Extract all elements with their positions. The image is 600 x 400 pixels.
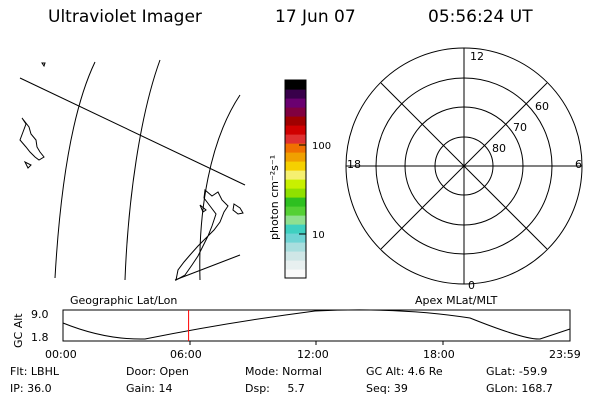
colorbar-swatch bbox=[285, 98, 306, 108]
graticule-line bbox=[19, 77, 246, 186]
glat-info: GLat: -59.9 bbox=[486, 365, 548, 378]
geographic-map bbox=[19, 59, 246, 281]
colorbar-unit-label: photon cm⁻²s⁻¹ bbox=[268, 155, 281, 240]
mlat-label-60: 60 bbox=[535, 100, 549, 113]
colorbar-swatch bbox=[285, 242, 306, 252]
time-tick-1800: 18:00 bbox=[423, 348, 455, 361]
colorbar-swatch bbox=[285, 179, 306, 189]
colorbar-swatch bbox=[285, 206, 306, 216]
colorbar-swatch bbox=[285, 80, 306, 90]
graticule-line bbox=[54, 61, 96, 279]
mlt-label-12: 12 bbox=[470, 50, 484, 63]
gc-alt-info: GC Alt: 4.6 Re bbox=[366, 365, 443, 378]
coastline bbox=[199, 204, 207, 213]
time-label: 05:56:24 UT bbox=[428, 7, 533, 27]
seq-info: Seq: 39 bbox=[366, 382, 408, 395]
coastline bbox=[232, 203, 244, 215]
glon-info: GLon: 168.7 bbox=[486, 382, 553, 395]
polar-labels: 12 18 6 0 60 70 80 bbox=[347, 50, 582, 292]
time-tick-0000: 00:00 bbox=[45, 348, 77, 361]
mlat-label-80: 80 bbox=[492, 142, 506, 155]
time-tick-2359: 23:59 bbox=[549, 348, 581, 361]
colorbar-tick-100: 100 bbox=[312, 141, 331, 152]
graticule-line bbox=[199, 94, 241, 281]
geographic-label: Geographic Lat/Lon bbox=[70, 294, 177, 307]
colorbar-tick-10: 10 bbox=[312, 230, 325, 241]
door-info: Door: Open bbox=[126, 365, 189, 378]
instrument-title: Ultraviolet Imager bbox=[48, 7, 202, 27]
coastline bbox=[41, 62, 46, 68]
mode-info: Mode: Normal bbox=[245, 365, 322, 378]
colorbar-swatch bbox=[285, 233, 306, 243]
coastline bbox=[175, 189, 229, 281]
colorbar-swatch bbox=[285, 215, 306, 225]
filter-info: Flt: LBHL bbox=[10, 365, 59, 378]
colorbar-swatch bbox=[285, 260, 306, 270]
coastline bbox=[23, 160, 32, 169]
mlat-label-70: 70 bbox=[513, 121, 527, 134]
time-tick-0600: 06:00 bbox=[170, 348, 202, 361]
gc-alt-axis-label: GC Alt bbox=[12, 313, 25, 348]
mlt-label-18: 18 bbox=[347, 158, 361, 171]
colorbar-swatch bbox=[285, 188, 306, 198]
apex-label: Apex MLat/MLT bbox=[415, 294, 498, 307]
colorbar-swatch bbox=[285, 107, 306, 117]
polar-plot bbox=[345, 47, 583, 285]
alt-tick-1-8: 1.8 bbox=[31, 331, 49, 344]
colorbar-swatch bbox=[285, 269, 306, 279]
coastline bbox=[19, 117, 45, 161]
altitude-plot: GC Alt 9.0 1.8 00:00 06:00 12:00 18:00 2… bbox=[12, 308, 581, 361]
mlt-label-0: 0 bbox=[468, 279, 475, 292]
colorbar: 100 10 photon cm⁻²s⁻¹ bbox=[268, 79, 331, 279]
ip-info: IP: 36.0 bbox=[10, 382, 52, 395]
colorbar-swatch bbox=[285, 197, 306, 207]
colorbar-swatch bbox=[285, 125, 306, 135]
colorbar-swatch bbox=[285, 143, 306, 153]
colorbar-swatch bbox=[285, 134, 306, 144]
colorbar-swatch bbox=[285, 89, 306, 99]
graticule-line bbox=[124, 59, 161, 281]
colorbar-swatch bbox=[285, 251, 306, 261]
colorbar-swatch bbox=[285, 152, 306, 162]
colorbar-swatch bbox=[285, 224, 306, 234]
alt-tick-9: 9.0 bbox=[31, 308, 49, 321]
date-label: 17 Jun 07 bbox=[275, 7, 356, 27]
mlt-label-6: 6 bbox=[575, 158, 582, 171]
dsp-info: Dsp: 5.7 bbox=[245, 382, 305, 395]
graticule-line bbox=[174, 254, 241, 281]
colorbar-swatch bbox=[285, 170, 306, 180]
gain-info: Gain: 14 bbox=[126, 382, 173, 395]
colorbar-swatch bbox=[285, 116, 306, 126]
altitude-curve bbox=[62, 309, 571, 340]
colorbar-swatch bbox=[285, 161, 306, 171]
time-tick-1200: 12:00 bbox=[297, 348, 329, 361]
